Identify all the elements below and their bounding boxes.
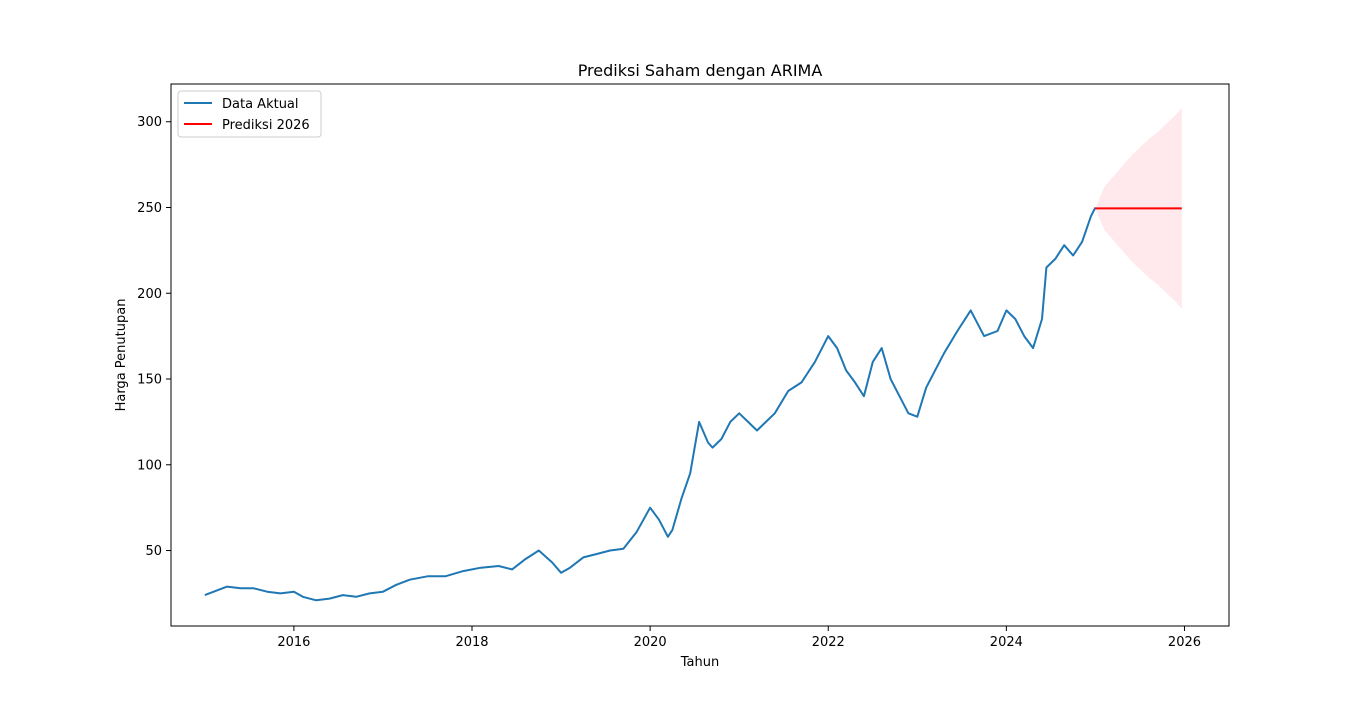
- legend-label-prediksi: Prediksi 2026: [222, 118, 310, 133]
- x-tick-label: 2018: [455, 635, 488, 650]
- x-axis-label: Tahun: [680, 655, 719, 670]
- chart-title: Prediksi Saham dengan ARIMA: [578, 61, 823, 80]
- x-tick-label: 2020: [634, 635, 667, 650]
- y-axis-label: Harga Penutupan: [114, 299, 129, 412]
- x-tick-label: 2024: [990, 635, 1023, 650]
- plot-frame: [170, 83, 1230, 627]
- x-tick-label: 2026: [1168, 635, 1201, 650]
- legend: Data Aktual Prediksi 2026: [177, 90, 322, 138]
- y-tick-label: 200: [137, 287, 162, 302]
- y-tick-label: 100: [137, 458, 162, 473]
- legend-box: [177, 90, 322, 138]
- y-axis-ticks: 50 100 150 200 250 300: [137, 115, 171, 559]
- x-tick-label: 2022: [812, 635, 845, 650]
- series-line-data-aktual: [204, 207, 1097, 602]
- x-axis-ticks: 2016 2018 2020 2022 2024 2026: [277, 626, 1201, 650]
- y-tick-label: 250: [137, 201, 162, 216]
- legend-label-data-aktual: Data Aktual: [222, 97, 299, 112]
- y-tick-label: 150: [137, 373, 162, 388]
- y-tick-label: 50: [145, 544, 162, 559]
- series-layer: [204, 207, 1182, 602]
- x-tick-label: 2016: [277, 635, 310, 650]
- y-tick-label: 300: [137, 115, 162, 130]
